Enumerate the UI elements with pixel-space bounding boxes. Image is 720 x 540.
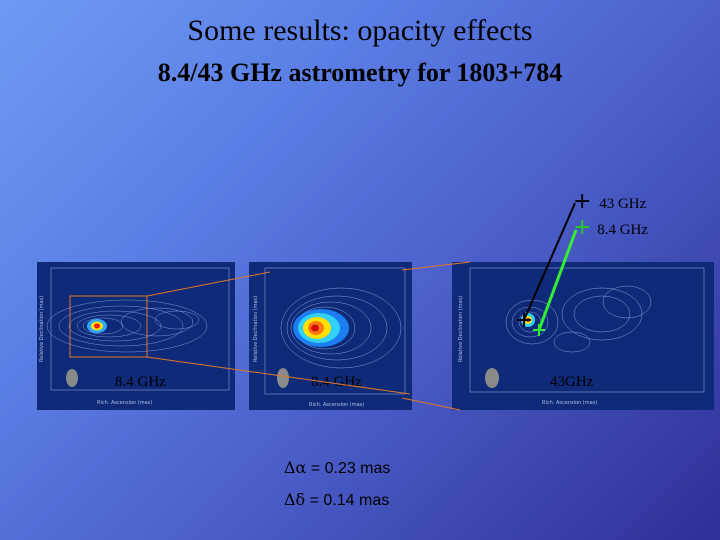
legend-symbol-84ghz: + xyxy=(573,215,592,240)
delta-delta-symbol: Δδ xyxy=(284,490,306,509)
svg-text:Relative Declination (mas): Relative Declination (mas) xyxy=(39,296,45,362)
legend-item-43ghz: + 43 GHz xyxy=(573,189,648,215)
svg-text:Rich. Ascension (mas): Rich. Ascension (mas) xyxy=(542,400,597,406)
svg-text:Rich. Ascension (mas): Rich. Ascension (mas) xyxy=(309,402,364,408)
slide-title: Some results: opacity effects xyxy=(187,14,533,47)
svg-text:Relative Declination (mas): Relative Declination (mas) xyxy=(253,296,259,362)
legend-label-84ghz: 8.4 GHz xyxy=(597,222,649,238)
legend: + 43 GHz + 8.4 GHz xyxy=(573,189,648,241)
panel-1-label: 8.4 GHz xyxy=(115,374,166,390)
svg-text:Relative Declination (mas): Relative Declination (mas) xyxy=(458,296,464,362)
map-image-2: Rich. Ascension (mas) Relative Declinati… xyxy=(249,262,412,410)
map-panel-3: Rich. Ascension (mas) Relative Declinati… xyxy=(452,262,714,410)
map-panel-1: Rich. Ascension (mas) Relative Declinati… xyxy=(37,262,235,410)
legend-symbol-43ghz: + xyxy=(573,189,592,214)
panel-3-label: 43GHz xyxy=(550,374,594,390)
delta-alpha-symbol: Δα xyxy=(284,458,307,477)
legend-label-43ghz: 43 GHz xyxy=(599,196,647,212)
result-delta-delta: Δδ = 0.14 mas xyxy=(284,490,389,510)
offset-line-43ghz xyxy=(523,202,576,321)
delta-alpha-value: = 0.23 mas xyxy=(306,460,391,477)
zoom-line-right-top xyxy=(401,261,471,271)
slide-subtitle: 8.4/43 GHz astrometry for 1803+784 xyxy=(157,58,563,87)
map-image-1: Rich. Ascension (mas) Relative Declinati… xyxy=(37,262,235,410)
zoom-box xyxy=(69,295,148,358)
legend-item-84ghz: + 8.4 GHz xyxy=(573,215,648,241)
marker-43ghz xyxy=(517,313,531,327)
zoom-line-right-bottom xyxy=(401,397,461,411)
svg-text:Rich. Ascension (mas): Rich. Ascension (mas) xyxy=(97,400,152,406)
map-panel-2: Rich. Ascension (mas) Relative Declinati… xyxy=(249,262,412,410)
panel-2-label: 8.4 GHz xyxy=(311,374,362,390)
zoom-line-bottom xyxy=(146,356,411,395)
delta-delta-value: = 0.14 mas xyxy=(305,492,390,509)
result-delta-alpha: Δα = 0.23 mas xyxy=(284,458,390,478)
offset-line-84ghz xyxy=(537,229,578,331)
marker-84ghz xyxy=(533,324,545,336)
zoom-line-top xyxy=(146,271,271,297)
